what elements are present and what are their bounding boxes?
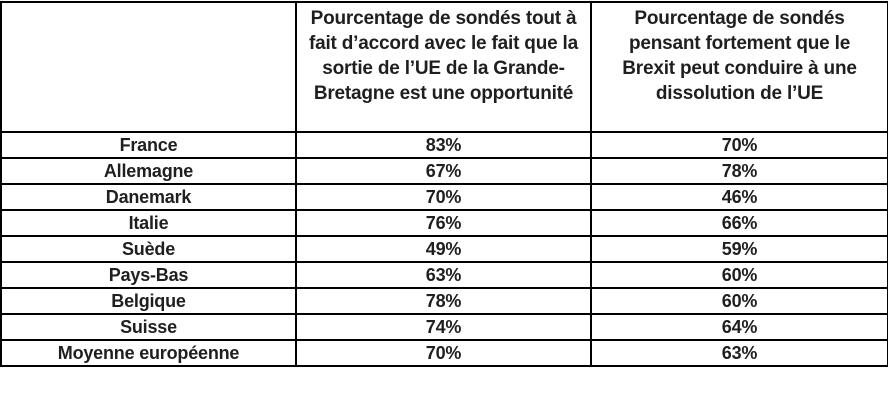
value-cell: 60% xyxy=(590,287,888,315)
value-cell: 78% xyxy=(590,157,888,185)
value-cell: 64% xyxy=(590,313,888,341)
value-cell: 70% xyxy=(590,131,888,159)
value-cell: 70% xyxy=(295,183,592,211)
country-cell: Italie xyxy=(0,209,297,237)
country-cell: France xyxy=(0,131,297,159)
table-row: Allemagne 67% 78% xyxy=(0,157,888,185)
corner-cell xyxy=(0,1,297,133)
country-cell: Suisse xyxy=(0,313,297,341)
value-cell: 83% xyxy=(295,131,592,159)
value-cell: 46% xyxy=(590,183,888,211)
value-cell: 78% xyxy=(295,287,592,315)
country-cell: Belgique xyxy=(0,287,297,315)
value-cell: 63% xyxy=(295,261,592,289)
value-cell: 49% xyxy=(295,235,592,263)
value-cell: 66% xyxy=(590,209,888,237)
table-row: Italie 76% 66% xyxy=(0,209,888,237)
country-cell: Pays-Bas xyxy=(0,261,297,289)
table-row: Suisse 74% 64% xyxy=(0,313,888,341)
table-row: France 83% 70% xyxy=(0,131,888,159)
country-cell: Moyenne européenne xyxy=(0,339,297,367)
value-cell: 60% xyxy=(590,261,888,289)
country-cell: Suède xyxy=(0,235,297,263)
value-cell: 70% xyxy=(295,339,592,367)
country-cell: Danemark xyxy=(0,183,297,211)
table-row: Pays-Bas 63% 60% xyxy=(0,261,888,289)
value-cell: 74% xyxy=(295,313,592,341)
table-body: France 83% 70% Allemagne 67% 78% Danemark 70% 46… xyxy=(0,131,888,367)
brexit-poll-table: Pourcentage de sondés tout à fait d’acco… xyxy=(0,1,888,367)
table-row: Suède 49% 59% xyxy=(0,235,888,263)
header-col-dissolution: Pourcentage de sondés pensant fortement … xyxy=(590,1,888,133)
value-cell: 76% xyxy=(295,209,592,237)
header-col-opportunity: Pourcentage de sondés tout à fait d’acco… xyxy=(295,1,592,133)
header-row: Pourcentage de sondés tout à fait d’acco… xyxy=(0,1,888,133)
table-header: Pourcentage de sondés tout à fait d’acco… xyxy=(0,1,888,133)
value-cell: 63% xyxy=(590,339,888,367)
country-cell: Allemagne xyxy=(0,157,297,185)
value-cell: 67% xyxy=(295,157,592,185)
table-row: Moyenne européenne 70% 63% xyxy=(0,339,888,367)
table-row: Belgique 78% 60% xyxy=(0,287,888,315)
table-row: Danemark 70% 46% xyxy=(0,183,888,211)
value-cell: 59% xyxy=(590,235,888,263)
